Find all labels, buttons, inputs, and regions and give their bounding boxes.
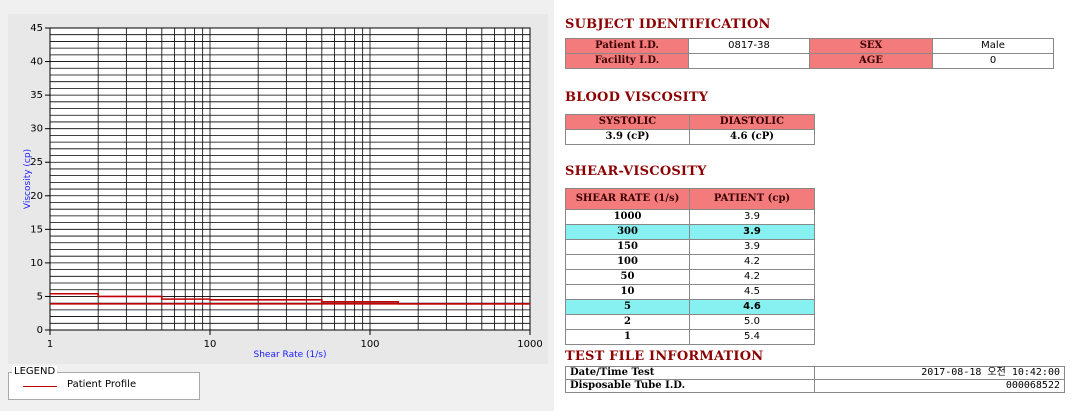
- y-tick-label: 40: [30, 57, 43, 68]
- legend: LEGEND Patient Profile: [8, 366, 200, 400]
- datetime-value: 2017-08-18 오전 10:42:00: [814, 366, 1065, 380]
- shear-row: 5 4.6: [565, 299, 815, 315]
- chart-panel: 0 5 10 15 20 25 30 35 40 45 1 10 100 1000 Shear Rate (…: [8, 14, 548, 400]
- x-axis-label: Shear Rate (1/s): [254, 350, 327, 360]
- systolic-label: SYSTOLIC: [565, 114, 690, 130]
- y-axis-label: Viscosity (cp): [23, 149, 33, 209]
- patient-id-value: 0817-38: [688, 38, 810, 54]
- patient-value-cell: 3.9: [689, 239, 815, 255]
- x-tick-label: 1: [47, 339, 53, 350]
- shear-row: 10 4.5: [565, 284, 815, 300]
- x-tick-label: 10: [204, 339, 217, 350]
- y-tick-label: 15: [30, 224, 43, 235]
- y-tick-label: 5: [37, 291, 43, 302]
- y-tick-label: 35: [30, 90, 43, 101]
- blood-viscosity-table: SYSTOLIC DIASTOLIC 3.9 (cP) 4.6 (cP): [565, 114, 815, 145]
- shear-rate-cell: 100: [565, 254, 690, 270]
- shear-row: 150 3.9: [565, 239, 815, 255]
- shear-rate-cell: 10: [565, 284, 690, 300]
- shear-rate-cell: 50: [565, 269, 690, 285]
- chart-area: 0 5 10 15 20 25 30 35 40 45 1 10 100 1000 Shear Rate (…: [8, 14, 548, 364]
- y-tick-label: 25: [30, 157, 43, 168]
- sex-label: SEX: [809, 38, 933, 54]
- plot-background: [49, 27, 531, 331]
- x-tick-label: 100: [360, 339, 379, 350]
- legend-entry: Patient Profile: [67, 379, 137, 390]
- shear-rate-cell: 300: [565, 224, 690, 240]
- datetime-label: Date/Time Test: [565, 366, 815, 380]
- shear-row: 1 5.4: [565, 329, 815, 345]
- patient-value-cell: 4.2: [689, 269, 815, 285]
- shear-row: 50 4.2: [565, 269, 815, 285]
- patient-value-cell: 5.0: [689, 314, 815, 330]
- patient-value-cell: 4.5: [689, 284, 815, 300]
- subject-table: Patient I.D. 0817-38 SEX Male Facility I…: [565, 38, 1054, 69]
- shear-rate-header: SHEAR RATE (1/s): [565, 188, 690, 210]
- shear-viscosity-table: SHEAR RATE (1/s) PATIENT (cp) 1000 3.9 300…: [565, 188, 815, 345]
- shear-rate-cell: 1000: [565, 209, 690, 225]
- patient-value-cell: 5.4: [689, 329, 815, 345]
- shear-row: 1000 3.9: [565, 209, 815, 225]
- report-panel: SUBJECT IDENTIFICATION Patient I.D. 0817…: [554, 0, 1086, 411]
- subject-section-title: SUBJECT IDENTIFICATION: [565, 17, 771, 32]
- y-tick-label: 45: [30, 23, 43, 34]
- blood-section-title: BLOOD VISCOSITY: [565, 90, 709, 105]
- patient-id-label: Patient I.D.: [565, 38, 689, 54]
- shear-row: 300 3.9: [565, 224, 815, 240]
- y-tick-label: 0: [37, 325, 43, 336]
- sex-value: Male: [932, 38, 1054, 54]
- y-tick-label: 10: [30, 258, 43, 269]
- shear-row: 2 5.0: [565, 314, 815, 330]
- diastolic-label: DIASTOLIC: [689, 114, 815, 130]
- legend-title: LEGEND: [12, 366, 58, 377]
- patient-value-cell: 4.6: [689, 299, 815, 315]
- patient-value-cell: 4.2: [689, 254, 815, 270]
- patient-value-cell: 3.9: [689, 224, 815, 240]
- patient-value-cell: 3.9: [689, 209, 815, 225]
- patient-header: PATIENT (cp): [689, 188, 815, 210]
- y-tick-label: 20: [30, 191, 43, 202]
- diastolic-value: 4.6 (cP): [689, 129, 815, 145]
- facility-id-value: [688, 53, 810, 69]
- systolic-value: 3.9 (cP): [565, 129, 690, 145]
- y-tick-label: 30: [30, 124, 43, 135]
- shear-rate-cell: 150: [565, 239, 690, 255]
- facility-id-label: Facility I.D.: [565, 53, 689, 69]
- tube-id-label: Disposable Tube I.D.: [565, 379, 815, 393]
- shear-row: 100 4.2: [565, 254, 815, 270]
- age-value: 0: [932, 53, 1054, 69]
- tube-id-value: 000068522: [814, 379, 1065, 393]
- age-label: AGE: [809, 53, 933, 69]
- shear-rate-cell: 5: [565, 299, 690, 315]
- shear-rate-cell: 1: [565, 329, 690, 345]
- legend-swatch: [23, 386, 57, 387]
- shear-rate-cell: 2: [565, 314, 690, 330]
- testfile-table: Date/Time Test 2017-08-18 오전 10:42:00 Di…: [565, 366, 1065, 393]
- shear-section-title: SHEAR-VISCOSITY: [565, 164, 707, 179]
- testfile-section-title: TEST FILE INFORMATION: [565, 349, 764, 364]
- viscosity-chart: 0 5 10 15 20 25 30 35 40 45 1 10 100 1000 Shear Rate (…: [23, 23, 543, 360]
- x-tick-label: 1000: [517, 339, 542, 350]
